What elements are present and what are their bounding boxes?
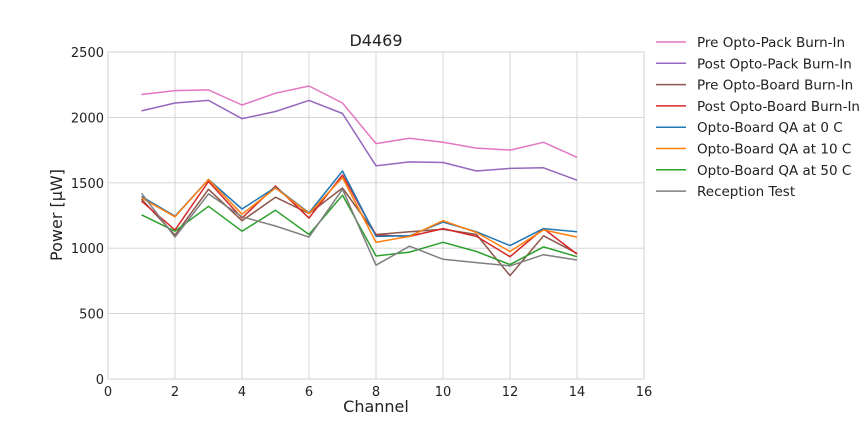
x-tick-label: 10 — [435, 385, 452, 400]
legend-item: Opto-Board QA at 0 C — [656, 120, 843, 136]
legend-item: Opto-Board QA at 10 C — [656, 142, 851, 158]
legend-label: Pre Opto-Pack Burn-In — [697, 35, 845, 51]
legend: Pre Opto-Pack Burn-In Post Opto-Pack Burn… — [656, 35, 860, 200]
x-tick-label: 16 — [636, 385, 653, 400]
x-axis-title: Channel — [343, 397, 409, 416]
legend-item: Post Opto-Pack Burn-In — [656, 56, 852, 72]
y-tick-label: 2000 — [71, 111, 104, 126]
y-tick-label: 1500 — [71, 177, 104, 192]
y-tick-label: 1000 — [71, 242, 104, 257]
legend-label: Reception Test — [697, 184, 795, 200]
legend-item: Post Opto-Board Burn-In — [656, 99, 860, 115]
y-axis-title: Power [μW] — [47, 169, 66, 261]
legend-item: Opto-Board QA at 50 C — [656, 163, 851, 179]
legend-label: Pre Opto-Board Burn-In — [697, 78, 853, 94]
legend-label: Post Opto-Board Burn-In — [697, 99, 860, 115]
x-tick-label: 2 — [171, 385, 179, 400]
y-tick-label: 0 — [96, 373, 104, 388]
series-line — [141, 176, 578, 253]
x-tick-label: 4 — [238, 385, 246, 400]
legend-label: Opto-Board QA at 50 C — [697, 163, 851, 179]
legend-label: Opto-Board QA at 10 C — [697, 142, 851, 158]
series-line — [140, 188, 578, 267]
x-tick-label: 14 — [569, 385, 586, 400]
legend-label: Post Opto-Pack Burn-In — [697, 56, 852, 72]
series-line — [141, 85, 578, 158]
legend-item: Pre Opto-Board Burn-In — [656, 78, 853, 94]
legend-item: Reception Test — [656, 184, 795, 200]
series-line — [141, 99, 578, 181]
y-tick-label: 2500 — [71, 46, 104, 61]
y-tick-labels: 0 500 1000 1500 2000 2500 — [71, 46, 104, 388]
x-tick-label: 12 — [502, 385, 519, 400]
chart-title: D4469 — [349, 31, 402, 50]
legend-item: Pre Opto-Pack Burn-In — [656, 35, 845, 51]
x-tick-label: 8 — [372, 385, 380, 400]
plot-frame — [107, 51, 645, 380]
x-tick-label: 6 — [305, 385, 313, 400]
y-tick-label: 500 — [79, 308, 104, 323]
series-lines — [140, 85, 578, 277]
legend-label: Opto-Board QA at 0 C — [697, 120, 843, 136]
x-tick-label: 0 — [104, 385, 112, 400]
x-tick-labels: 0 2 4 6 8 10 12 14 16 — [104, 385, 652, 400]
